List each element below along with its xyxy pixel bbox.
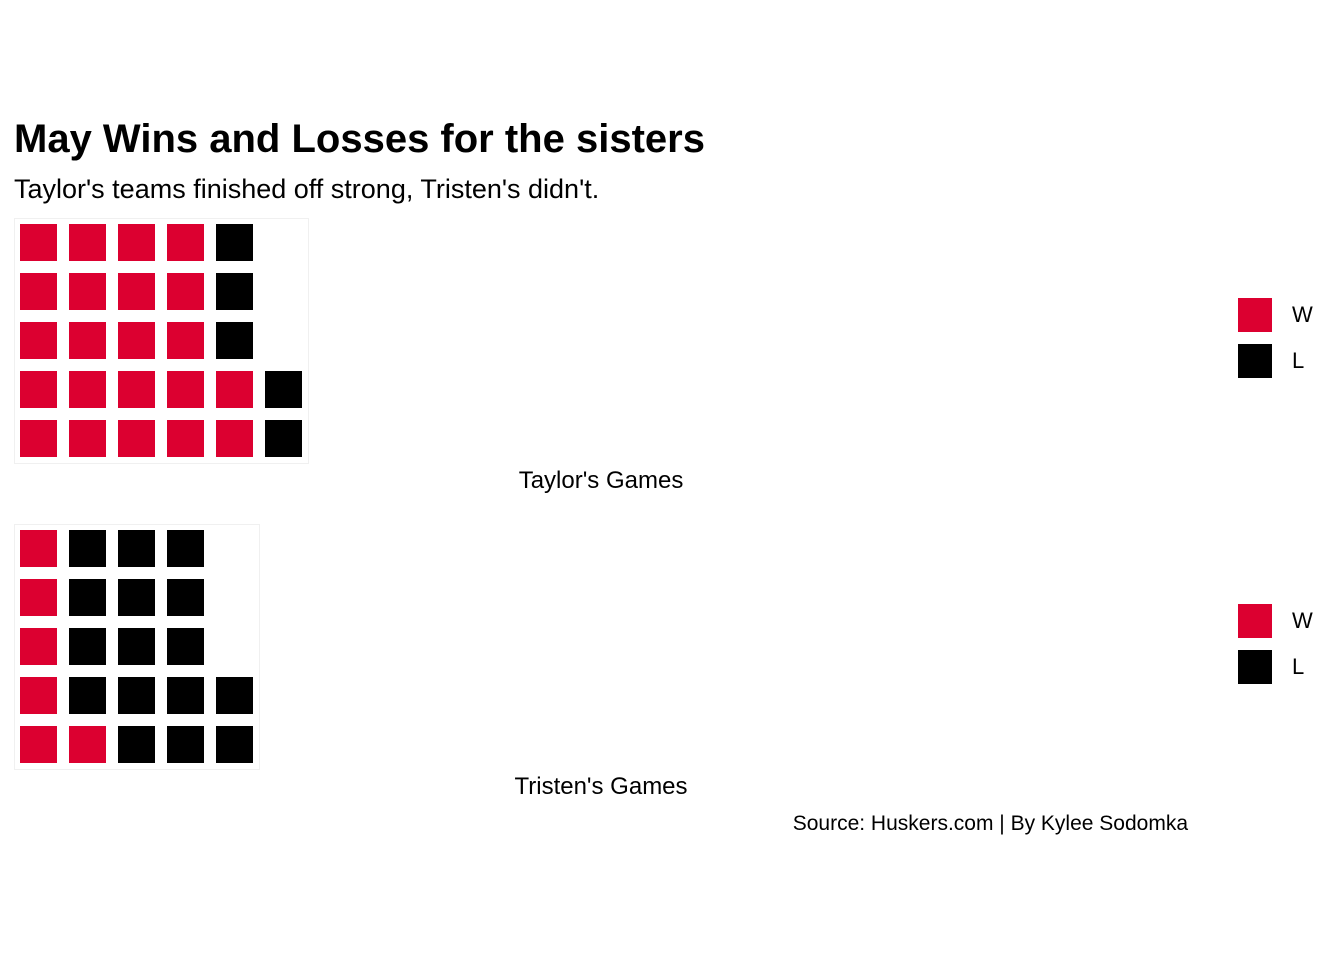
waffle-cell-loss [69,677,106,714]
waffle-cell-win [69,273,106,310]
waffle-cell-loss [118,530,155,567]
waffle-caption-taylor: Taylor's Games [518,467,684,494]
waffle-cell-loss [69,628,106,665]
waffle-cell-win [69,726,106,763]
waffle-cell-loss [216,677,253,714]
waffle-chart-taylor [14,218,309,464]
waffle-cell-win [216,420,253,457]
legend-label-win: W [1292,608,1313,633]
waffle-cell-loss [216,224,253,261]
waffle-cell-loss [118,628,155,665]
waffle-cell-win [167,371,204,408]
waffle-cell-loss [69,530,106,567]
waffle-cell-loss [118,579,155,616]
chart-title: May Wins and Losses for the sisters [14,117,705,161]
legend-label-loss: L [1292,654,1305,679]
waffle-cell-loss [167,726,204,763]
waffle-cell-win [69,224,106,261]
waffle-cell-win [118,224,155,261]
waffle-cell-win [20,322,57,359]
waffle-cell-loss [118,677,155,714]
waffle-cell-win [20,530,57,567]
waffle-cell-win [167,420,204,457]
waffle-cell-loss [69,579,106,616]
legend-swatch-loss [1238,650,1272,684]
waffle-cell-win [118,371,155,408]
source-note: Source: Huskers.com | By Kylee Sodomka [792,812,1188,835]
waffle-cell-win [69,322,106,359]
waffle-cell-loss [118,726,155,763]
legend-swatch-win [1238,604,1272,638]
waffle-cell-win [20,371,57,408]
chart-subtitle: Taylor's teams finished off strong, Tris… [14,174,600,204]
waffle-cell-win [118,273,155,310]
waffle-cell-win [20,628,57,665]
waffle-cell-win [118,322,155,359]
waffle-cell-win [216,371,253,408]
waffle-cell-win [167,224,204,261]
legend-label-loss: L [1292,348,1305,373]
waffle-cell-loss [167,579,204,616]
waffle-cell-win [20,224,57,261]
waffle-cell-loss [265,371,302,408]
waffle-cell-loss [216,726,253,763]
waffle-chart-tristen [14,524,260,770]
waffle-cell-loss [167,530,204,567]
waffle-cell-loss [216,322,253,359]
waffle-cell-win [20,726,57,763]
waffle-panel-border [14,524,260,770]
waffle-cell-win [69,420,106,457]
waffle-cell-win [167,322,204,359]
waffle-cell-loss [216,273,253,310]
legend-swatch-loss [1238,344,1272,378]
waffle-cell-loss [167,628,204,665]
waffle-cell-win [20,677,57,714]
legend-label-win: W [1292,302,1313,327]
waffle-cell-win [69,371,106,408]
waffle-panel-border [14,218,309,464]
waffle-cell-loss [265,420,302,457]
waffle-cell-loss [167,677,204,714]
waffle-cell-win [20,420,57,457]
waffle-cell-win [20,273,57,310]
waffle-caption-tristen: Tristen's Games [514,773,688,800]
legend-swatch-win [1238,298,1272,332]
waffle-cell-win [118,420,155,457]
waffle-cell-win [167,273,204,310]
waffle-cell-win [20,579,57,616]
